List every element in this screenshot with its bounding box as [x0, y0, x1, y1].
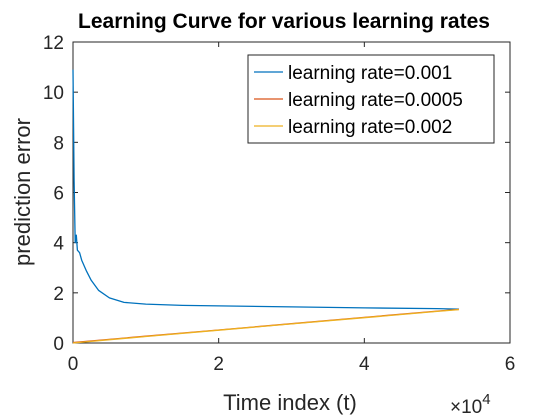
x-axis: 0 2 4 6: [68, 42, 516, 375]
y-tick-label: 12: [43, 33, 64, 54]
legend-box: [247, 54, 495, 144]
y-axis: 0 2 4 6 8 10 12: [43, 33, 510, 355]
x-axis-multiplier: ×104: [450, 391, 491, 418]
y-tick-label: 0: [53, 334, 64, 355]
y-tick-label: 10: [43, 83, 64, 104]
legend: learning rate=0.001 learning rate=0.0005 l…: [247, 54, 495, 144]
x-axis-multiplier-exponent: 4: [482, 391, 490, 408]
x-tick-label: 6: [505, 354, 516, 375]
x-tick-label: 0: [68, 354, 79, 375]
legend-entry-label: learning rate=0.001: [288, 63, 452, 84]
y-tick-label: 4: [53, 234, 64, 255]
series-line-1: [72, 69, 460, 310]
chart-title: Learning Curve for various learning rate…: [78, 10, 490, 33]
x-tick-label: 2: [213, 354, 224, 375]
legend-entry-label: learning rate=0.0005: [288, 90, 463, 111]
y-tick-label: 6: [53, 184, 64, 205]
y-axis-label: prediction error: [10, 118, 35, 266]
y-tick-label: 8: [53, 133, 64, 154]
series-line-3: [72, 308, 460, 344]
x-axis-label: Time index (t): [223, 390, 357, 415]
x-axis-multiplier-base: ×10: [450, 397, 482, 418]
x-tick-label: 4: [359, 354, 370, 375]
series-lines: [72, 69, 460, 344]
y-tick-label: 2: [53, 284, 64, 305]
legend-entry-label: learning rate=0.002: [288, 117, 452, 138]
